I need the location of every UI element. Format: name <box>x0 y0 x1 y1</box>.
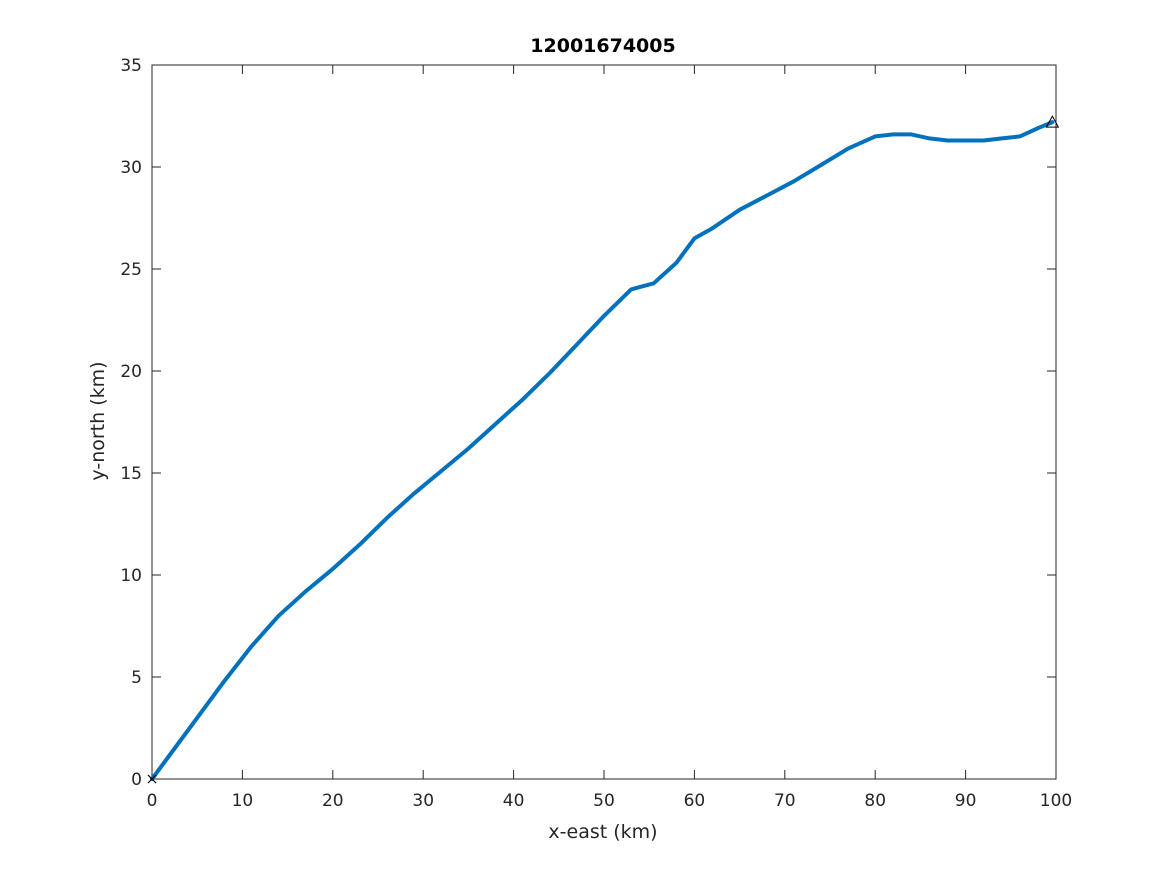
trajectory-line <box>150 120 1055 781</box>
x-tick-label: 40 <box>503 791 525 811</box>
y-tick-label: 0 <box>131 770 142 790</box>
start-marker <box>147 774 157 784</box>
axes-box <box>151 64 1057 780</box>
x-tick-label: 50 <box>593 791 615 811</box>
x-tick-label: 10 <box>232 791 254 811</box>
start-marker-stroke <box>147 774 157 784</box>
y-axis-label: y-north (km) <box>87 361 109 480</box>
x-tick-label: 100 <box>1040 791 1072 811</box>
chart-title: 12001674005 <box>530 35 675 57</box>
y-tick-label: 35 <box>120 56 142 76</box>
x-tick-label: 20 <box>322 791 344 811</box>
x-tick-label: 90 <box>955 791 977 811</box>
x-tick-label: 60 <box>684 791 706 811</box>
end-marker <box>1045 115 1060 128</box>
y-tick-label: 30 <box>120 158 142 178</box>
plot-area: 0 10 20 30 40 50 60 70 80 90 100 0 5 10 15 20 25 30 35 <box>120 56 1072 811</box>
y-tick-label: 25 <box>120 260 142 280</box>
y-tick-label: 20 <box>120 362 142 382</box>
x-tick-label: 80 <box>864 791 886 811</box>
y-tick-label: 5 <box>131 668 142 688</box>
x-tick-label: 70 <box>774 791 796 811</box>
x-tick-label: 30 <box>412 791 434 811</box>
y-tick-label: 10 <box>120 566 142 586</box>
x-axis-label: x-east (km) <box>548 821 657 843</box>
y-tick-label: 15 <box>120 464 142 484</box>
x-tick-label: 0 <box>147 791 158 811</box>
